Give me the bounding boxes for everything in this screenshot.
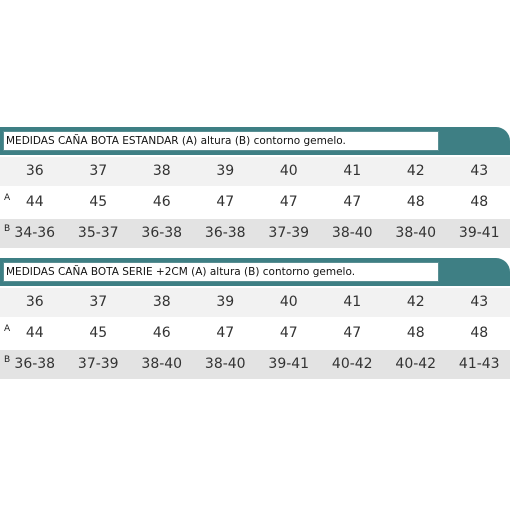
data-row [0,350,510,379]
size-cell: 40 [279,294,298,310]
data-cell: 38-40 [395,225,437,241]
table-title: MEDIDAS CAÑA BOTA ESTANDAR (A) altura (B… [3,131,439,151]
size-cell: 38 [152,294,171,310]
size-cell: 36 [25,163,44,179]
row-label: A [4,324,11,334]
data-cell: 47 [216,194,235,210]
data-cell: 39-41 [458,225,500,241]
data-cell: 47 [279,194,298,210]
size-cell: 38 [152,163,171,179]
data-cell: 41-43 [458,356,500,372]
data-cell: 48 [470,194,489,210]
data-cell: 40-42 [395,356,437,372]
row-label: A [4,193,11,203]
data-cell: 46 [152,325,171,341]
data-cell: 47 [343,194,362,210]
data-cell: 47 [216,325,235,341]
size-cell: 41 [343,294,362,310]
data-row [0,319,510,348]
size-cell: 39 [216,294,235,310]
data-cell: 35-37 [77,225,119,241]
data-cell: 40-42 [331,356,373,372]
data-cell: 48 [470,325,489,341]
size-cell: 41 [343,163,362,179]
size-cell: 37 [89,294,108,310]
data-cell: 36-38 [141,225,183,241]
data-cell: 47 [343,325,362,341]
data-row [0,188,510,217]
size-cell: 36 [25,294,44,310]
row-label: B [4,355,11,365]
data-cell: 39-41 [268,356,310,372]
data-cell: 45 [89,194,108,210]
data-cell: 48 [406,194,425,210]
table-title: MEDIDAS CAÑA BOTA SERIE +2CM (A) altura … [3,262,439,282]
data-cell: 48 [406,325,425,341]
data-cell: 44 [25,325,44,341]
data-cell: 34-36 [14,225,56,241]
data-row [0,219,510,248]
size-row [0,157,510,186]
size-row [0,288,510,317]
data-cell: 46 [152,194,171,210]
size-cell: 42 [406,163,425,179]
data-cell: 37-39 [77,356,119,372]
data-cell: 36-38 [204,225,246,241]
size-cell: 43 [470,294,489,310]
size-cell: 43 [470,163,489,179]
size-cell: 40 [279,163,298,179]
data-cell: 38-40 [204,356,246,372]
data-cell: 36-38 [14,356,56,372]
data-cell: 37-39 [268,225,310,241]
row-label: B [4,224,11,234]
size-cell: 42 [406,294,425,310]
data-cell: 38-40 [141,356,183,372]
data-cell: 44 [25,194,44,210]
data-cell: 45 [89,325,108,341]
size-cell: 37 [89,163,108,179]
data-cell: 38-40 [331,225,373,241]
data-cell: 47 [279,325,298,341]
size-cell: 39 [216,163,235,179]
